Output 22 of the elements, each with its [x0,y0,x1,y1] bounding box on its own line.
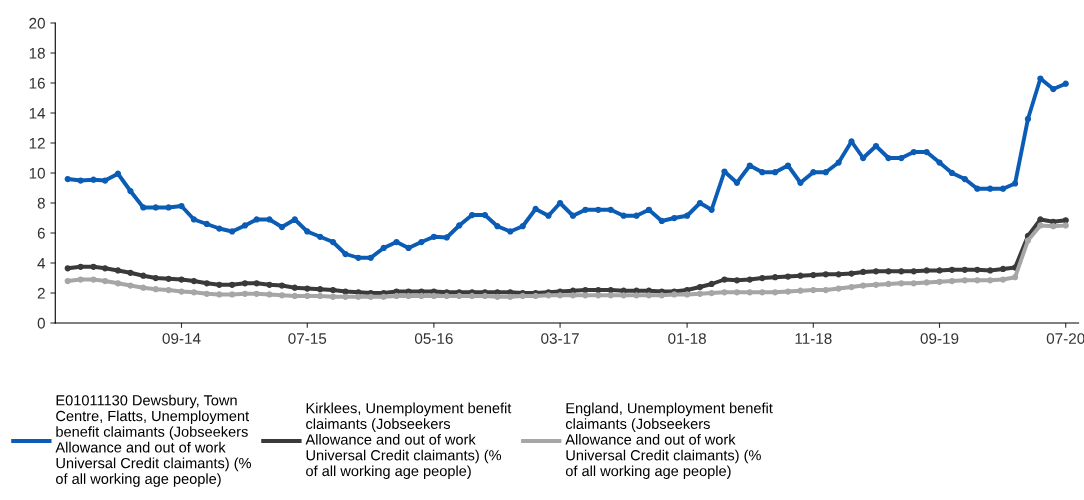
x-tick-label: 09-19 [920,333,959,344]
y-tick-label: 20 [29,17,45,29]
y-tick-label: 0 [37,317,45,329]
legend-label: England, Unemployment benefit claimants (Jobseekers Allowance and out of work Universal Credit claimants) (% of all working age people) [565,402,773,480]
y-tick-label: 2 [37,287,45,299]
legend-label: Kirklees, Unemployment benefit claimants (Jobseekers Allowance and out of work Universal Credit claimants) (% of all working age people) [305,402,512,480]
y-tick-label: 10 [29,167,45,179]
legend-label: E01011130 Dewsbury, Town Centre, Flatts, Unemployment benefit claimants (Jobseekers Allowance and out of work Universal Credit claimants) (% of all working age people) [55,394,252,487]
x-tick-label: 07-15 [288,333,327,344]
x-tick-label: 07-20 [1046,333,1084,344]
x-tick-label: 03-17 [541,333,579,344]
x-tick-label: 11-18 [795,333,832,344]
y-tick-label: 6 [37,227,45,239]
x-tick-label: 05-16 [414,333,453,344]
y-tick-label: 12 [29,137,45,149]
y-tick-label: 16 [29,77,45,89]
x-tick-label: 01-18 [668,333,706,344]
y-tick-label: 14 [29,108,46,119]
y-tick-label: 4 [37,258,46,269]
y-tick-label: 18 [29,47,45,59]
y-tick-label: 8 [37,197,45,209]
x-tick-label: 09-14 [162,333,201,344]
